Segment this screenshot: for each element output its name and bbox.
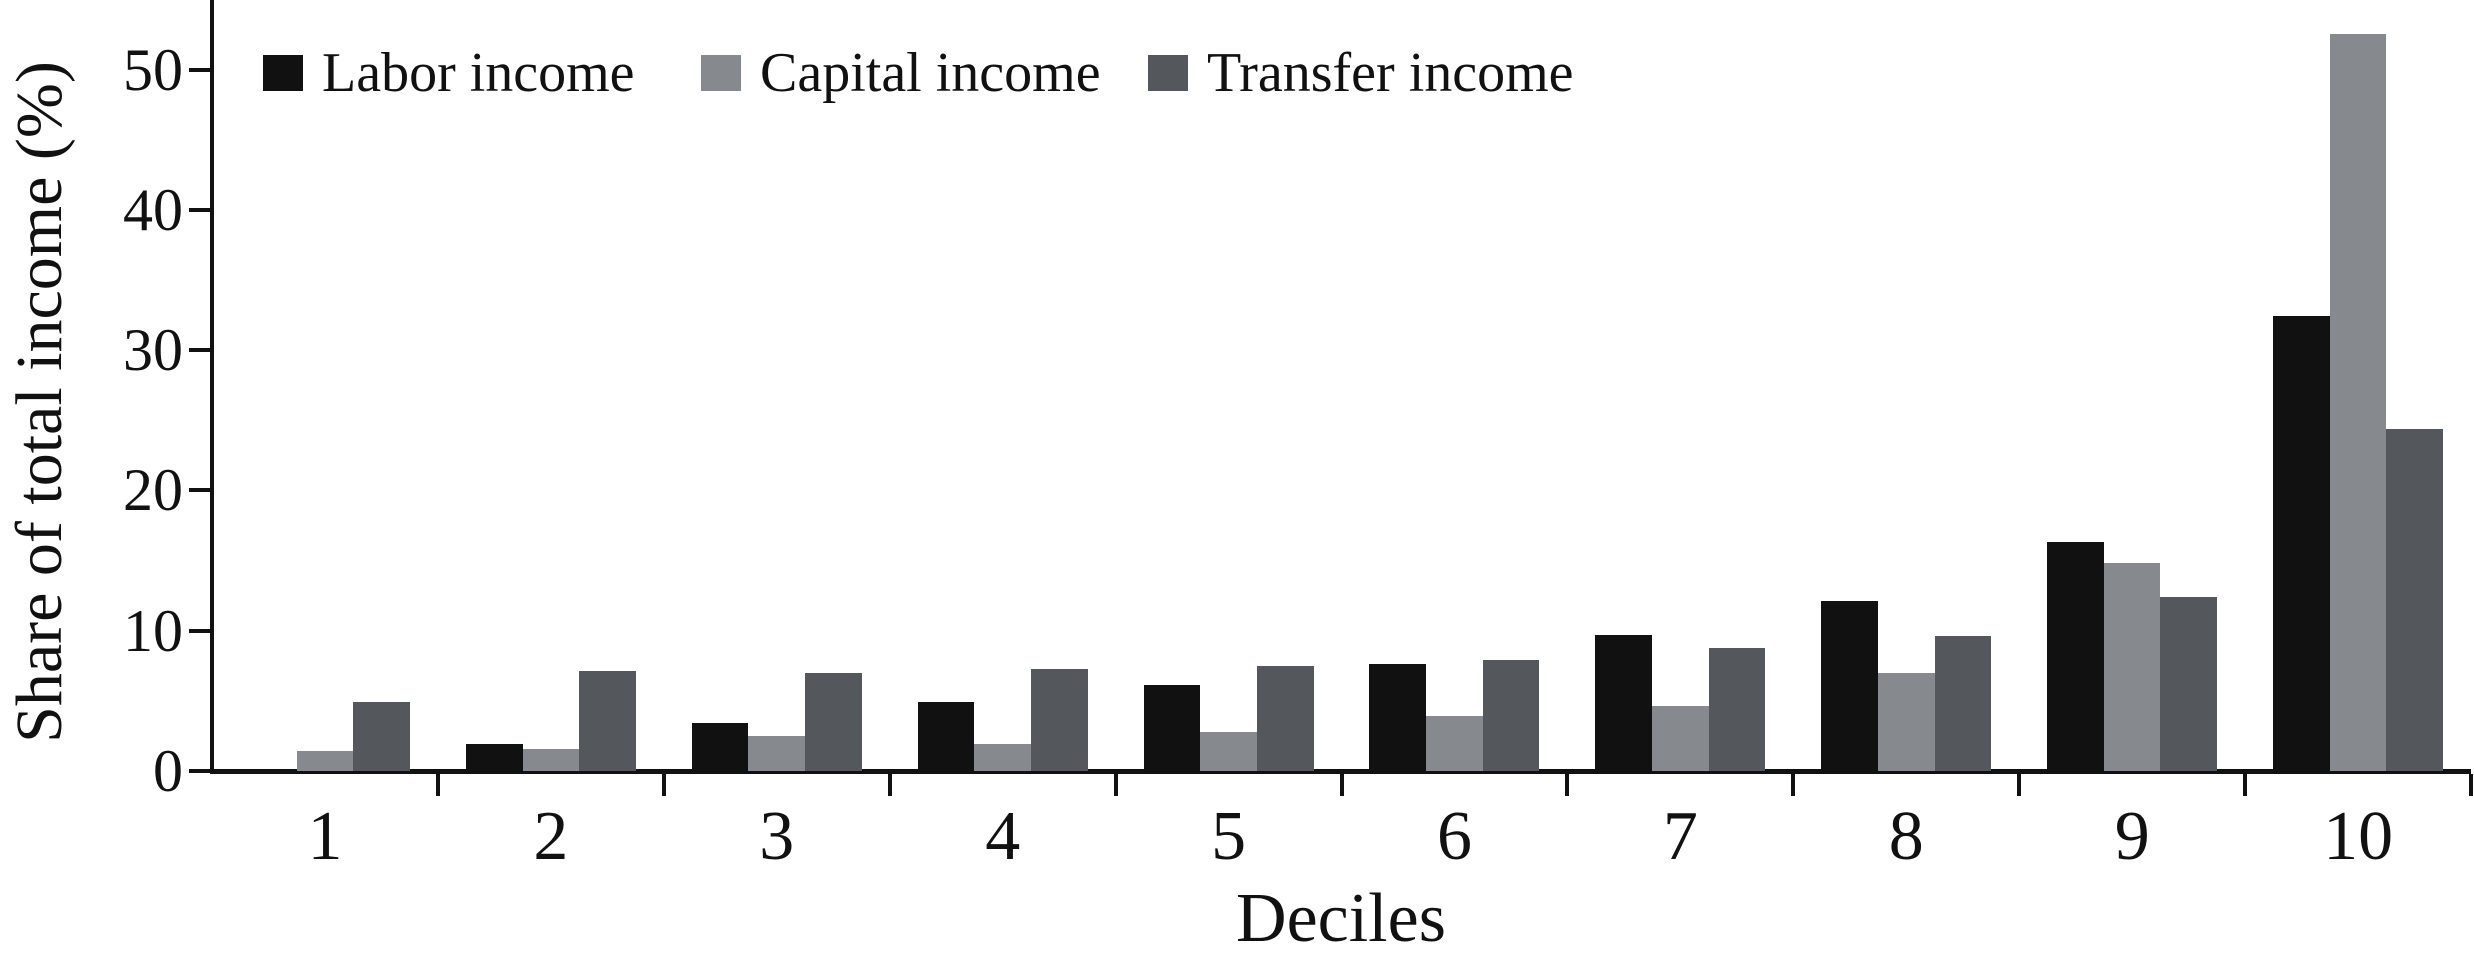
bar-group-decile-7 xyxy=(1595,635,1766,771)
x-tick-mark xyxy=(1113,774,1118,796)
bar-capital-income-decile-7 xyxy=(1652,706,1709,771)
bar-labor-income-decile-3 xyxy=(691,723,749,771)
y-tick-mark xyxy=(189,67,210,72)
x-tick-mark xyxy=(1565,774,1570,796)
bar-labor-income-decile-2 xyxy=(465,744,523,771)
bar-transfer-income-decile-4 xyxy=(1030,669,1088,771)
bar-group-decile-9 xyxy=(2047,542,2218,771)
y-tick-mark xyxy=(189,769,210,773)
bar-group-decile-5 xyxy=(1143,666,1314,771)
x-tick-mark xyxy=(1791,774,1796,796)
bar-transfer-income-decile-6 xyxy=(1482,660,1540,771)
y-tick-mark xyxy=(189,207,210,212)
x-category-label-10: 10 xyxy=(2323,798,2394,875)
bar-labor-income-decile-7 xyxy=(1595,635,1653,771)
bar-transfer-income-decile-8 xyxy=(1934,636,1992,771)
bar-transfer-income-decile-3 xyxy=(805,673,862,771)
bar-capital-income-decile-9 xyxy=(2103,563,2161,771)
legend-item-transfer: Transfer income xyxy=(1148,44,1574,102)
x-tick-mark xyxy=(435,774,440,796)
bar-group-decile-8 xyxy=(1821,601,1992,771)
x-category-label-3: 3 xyxy=(759,798,795,875)
y-tick-label: 20 xyxy=(123,457,183,524)
bar-transfer-income-decile-2 xyxy=(579,671,636,771)
legend-label-capital: Capital income xyxy=(760,42,1101,104)
y-tick-label: 50 xyxy=(123,36,183,103)
bar-labor-income-decile-6 xyxy=(1369,664,1427,771)
bar-group-decile-4 xyxy=(917,669,1088,771)
bar-transfer-income-decile-10 xyxy=(2386,429,2444,771)
capital-income-swatch-icon xyxy=(701,55,741,91)
y-tick-mark xyxy=(189,628,210,633)
bar-labor-income-decile-4 xyxy=(917,702,975,771)
y-tick-label: 40 xyxy=(123,176,183,243)
y-tick-mark xyxy=(189,348,210,353)
bar-group-decile-3 xyxy=(691,673,862,771)
bar-capital-income-decile-1 xyxy=(296,751,354,771)
bar-labor-income-decile-5 xyxy=(1143,685,1201,771)
x-tick-mark xyxy=(887,774,892,796)
x-tick-mark xyxy=(2243,774,2248,796)
x-tick-mark xyxy=(2017,774,2022,796)
legend-label-labor: Labor income xyxy=(322,42,635,104)
x-axis-line xyxy=(210,769,2471,774)
bar-capital-income-decile-5 xyxy=(1200,732,1257,771)
x-category-label-7: 7 xyxy=(1662,798,1698,875)
bar-transfer-income-decile-1 xyxy=(353,702,410,771)
bar-capital-income-decile-10 xyxy=(2329,34,2387,771)
x-tick-mark xyxy=(2469,774,2473,796)
transfer-income-swatch-icon xyxy=(1148,55,1188,91)
x-category-label-9: 9 xyxy=(2114,798,2150,875)
x-category-label-1: 1 xyxy=(307,798,343,875)
legend-item-labor: Labor income xyxy=(263,44,635,102)
y-tick-mark xyxy=(189,488,210,493)
legend-item-capital: Capital income xyxy=(701,44,1101,102)
y-axis-line xyxy=(210,0,214,774)
bar-labor-income-decile-9 xyxy=(2047,542,2104,771)
bar-capital-income-decile-4 xyxy=(974,744,1031,771)
bar-transfer-income-decile-7 xyxy=(1708,648,1766,771)
x-category-label-6: 6 xyxy=(1437,798,1472,875)
bar-capital-income-decile-2 xyxy=(522,749,580,771)
labor-income-swatch-icon xyxy=(263,55,303,91)
bar-transfer-income-decile-5 xyxy=(1256,666,1314,771)
x-category-label-8: 8 xyxy=(1888,798,1924,875)
x-axis-title: Deciles xyxy=(1236,880,1446,957)
bar-group-decile-10 xyxy=(2273,34,2444,771)
bar-capital-income-decile-6 xyxy=(1426,716,1483,771)
x-category-label-2: 2 xyxy=(533,798,569,875)
bar-group-decile-2 xyxy=(465,671,636,771)
x-category-label-5: 5 xyxy=(1211,798,1247,875)
legend-label-transfer: Transfer income xyxy=(1207,42,1574,104)
x-category-label-4: 4 xyxy=(985,798,1021,875)
bar-transfer-income-decile-9 xyxy=(2160,597,2218,771)
y-tick-label: 10 xyxy=(123,597,183,664)
bar-capital-income-decile-8 xyxy=(1877,673,1935,771)
y-tick-label: 0 xyxy=(153,738,183,804)
bar-labor-income-decile-8 xyxy=(1821,601,1878,771)
x-tick-mark xyxy=(1339,774,1344,796)
y-tick-label: 30 xyxy=(123,317,183,384)
bar-labor-income-decile-10 xyxy=(2273,316,2330,771)
bar-group-decile-6 xyxy=(1369,660,1540,771)
x-tick-mark xyxy=(661,774,666,796)
bar-labor-income-decile-1 xyxy=(239,769,297,771)
bar-group-decile-1 xyxy=(239,702,410,771)
bar-capital-income-decile-3 xyxy=(748,736,806,771)
